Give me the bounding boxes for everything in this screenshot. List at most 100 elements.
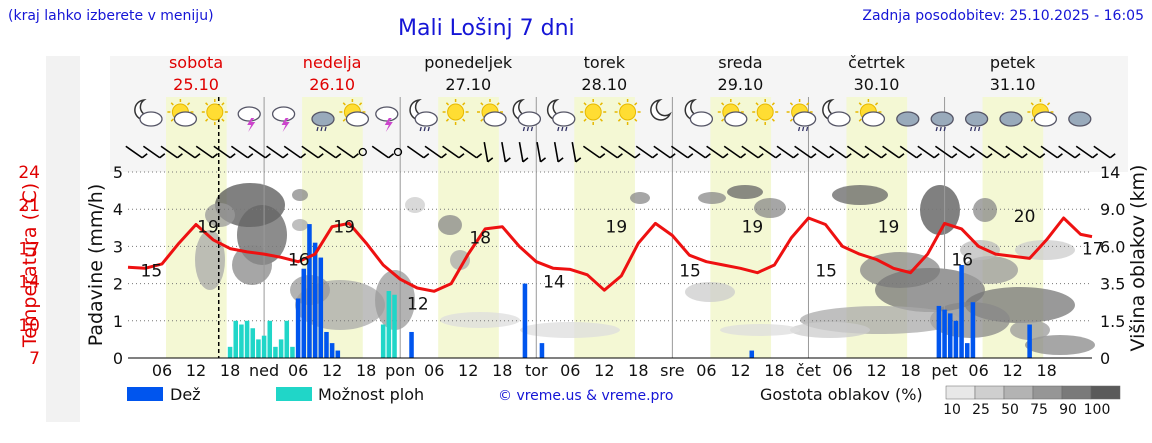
wind-barb	[318, 145, 337, 159]
moon-cloud-rain-icon	[409, 99, 438, 132]
wind-barb-tick	[880, 153, 887, 159]
x-tick-label: 18	[764, 361, 784, 380]
cloud-patch	[973, 198, 997, 222]
wind-barb	[653, 145, 671, 159]
shower-bar	[273, 346, 278, 358]
legend-shower-swatch	[276, 387, 312, 401]
legend-rain-swatch	[127, 387, 163, 401]
wind-barb-tick	[522, 157, 529, 163]
wind-barb	[1040, 145, 1058, 159]
wind-barb	[864, 145, 882, 159]
shower-bar	[227, 346, 233, 358]
cloud-patch	[875, 268, 985, 312]
wind-barb-tick	[687, 153, 694, 159]
temperature-data-label: 16	[951, 251, 973, 271]
cloud-rain-icon	[964, 111, 989, 132]
wind-barb	[213, 145, 231, 159]
wind-barb	[501, 142, 507, 162]
cloud-rain-icon	[930, 111, 954, 132]
wind-barb	[635, 145, 654, 159]
wind-barb-tick	[898, 153, 905, 159]
wind-barb-tick	[1056, 153, 1063, 159]
shower-bar	[261, 335, 267, 358]
wind-barb-tick	[1021, 153, 1028, 159]
wind-barb-tick	[704, 153, 711, 159]
wind-barb-tick	[652, 153, 659, 159]
day-date: 26.10	[309, 75, 355, 94]
cloud-icon	[896, 111, 920, 127]
x-tick-label: 12	[1002, 361, 1022, 380]
wind-barb	[178, 145, 196, 159]
cloud-patch	[438, 215, 462, 235]
rain-bar	[953, 320, 959, 358]
day-date: 30.10	[854, 75, 900, 94]
temperature-data-label: 12	[407, 294, 429, 314]
moon-cloud-rain-icon	[512, 99, 542, 132]
cloud-density-value: 100	[1084, 402, 1111, 418]
wind-barb	[336, 145, 354, 159]
wind-barb	[776, 145, 794, 159]
day-date: 25.10	[173, 75, 219, 94]
temperature-data-label: 15	[679, 261, 701, 281]
cloud-patch	[440, 312, 520, 328]
cloud-patch	[450, 250, 470, 270]
day-name: petek	[990, 53, 1036, 72]
cloud-patch	[405, 197, 425, 213]
temp-tick-label: 21	[18, 196, 40, 216]
wind-barb-tick	[792, 153, 799, 159]
rain-bar	[318, 257, 324, 358]
wind-barb	[723, 145, 742, 159]
cloud-patch	[195, 230, 225, 290]
wind-barb	[970, 145, 988, 159]
temp-tick-label: 7	[29, 349, 40, 369]
wind-barb-tick	[634, 153, 641, 159]
wind-barb-tick	[863, 153, 870, 159]
cloud-patch	[962, 256, 1018, 284]
storm-icon	[271, 106, 296, 132]
wind-barb-tick	[722, 153, 729, 159]
x-tick-label: 18	[1036, 361, 1056, 380]
credit-link[interactable]: © vreme.us & vreme.pro	[498, 388, 674, 404]
moon-cloud-rain-icon	[546, 99, 576, 132]
shower-bar	[244, 320, 250, 358]
wind-barb-tick	[476, 153, 483, 159]
temperature-data-label: 16	[288, 251, 310, 271]
cloud-density-swatch	[945, 385, 976, 400]
sun-cloud-icon	[855, 99, 886, 127]
cloud-patch	[292, 189, 308, 201]
wind-barb	[952, 145, 970, 159]
wind-barb-tick	[141, 153, 148, 159]
temperature-data-label: 19	[606, 218, 628, 238]
wind-barb	[1022, 145, 1041, 159]
legend-rain-label: Dež	[170, 385, 201, 404]
shower-bar	[386, 291, 392, 358]
wind-barb	[706, 145, 724, 159]
cloud-height-tick-label: 1.5	[1100, 312, 1125, 331]
wind-barb	[459, 145, 478, 159]
wind-barb-tick	[775, 153, 782, 159]
cloud-density-value: 90	[1059, 402, 1077, 418]
rain-bar	[749, 350, 755, 358]
cloud-patch	[832, 185, 888, 205]
rain-bar	[1027, 324, 1032, 358]
wind-barb	[688, 145, 706, 159]
day-name: sreda	[718, 53, 762, 72]
temperature-line	[127, 216, 1093, 293]
rain-bar	[936, 305, 942, 358]
temperature-data-label: 19	[333, 218, 355, 238]
x-tick-label: 18	[628, 361, 648, 380]
temperature-data-label: 15	[815, 261, 837, 281]
shower-bar	[239, 324, 244, 358]
rain-bar	[295, 298, 301, 358]
shower-bar	[250, 328, 256, 358]
sun-icon	[752, 99, 779, 125]
wind-barb-tick	[951, 153, 958, 159]
temperature-data-label: 20	[1014, 207, 1036, 227]
sun-cloud-icon	[477, 99, 507, 127]
wind-barb-tick	[504, 157, 511, 163]
wind-barb	[1093, 145, 1111, 159]
wind-barb	[1058, 145, 1076, 159]
cloud-height-tick-label: 0	[1100, 349, 1110, 368]
cloud-patch	[520, 322, 620, 338]
wind-barb-tick	[282, 153, 289, 159]
